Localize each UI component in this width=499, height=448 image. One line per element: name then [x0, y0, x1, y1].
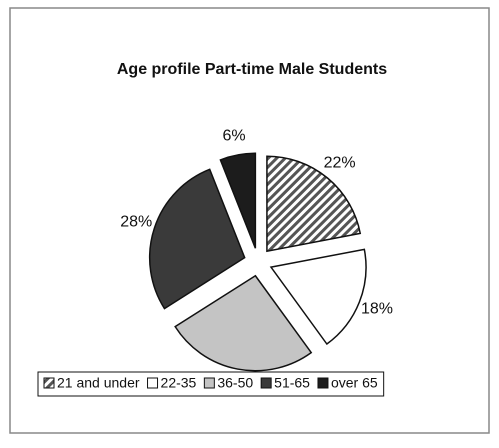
pie-slice — [269, 248, 367, 346]
pie: 22%18%26%28%6% — [120, 127, 393, 395]
data-label: 28% — [120, 214, 152, 231]
legend: 21 and under 22-35 36-50 51-65 over 65 — [37, 371, 385, 397]
pie-slice — [174, 274, 313, 372]
legend-label: 21 and under — [57, 375, 140, 391]
legend-label: 51-65 — [274, 375, 310, 391]
legend-swatch — [317, 377, 329, 389]
legend-swatch — [147, 377, 159, 389]
legend-label: over 65 — [331, 375, 378, 391]
legend-label: 22-35 — [161, 375, 197, 391]
legend-label: 36-50 — [217, 375, 253, 391]
data-label: 6% — [222, 127, 245, 144]
pie-slice — [219, 152, 257, 249]
pie-slice — [148, 168, 246, 310]
legend-swatch — [260, 377, 272, 389]
legend-swatch — [203, 377, 215, 389]
legend-swatch — [43, 377, 55, 389]
data-label: 18% — [361, 300, 393, 317]
data-label: 22% — [324, 155, 356, 172]
pie-slice — [266, 155, 362, 253]
chart-title: Age profile Part-time Male Students — [117, 61, 387, 78]
